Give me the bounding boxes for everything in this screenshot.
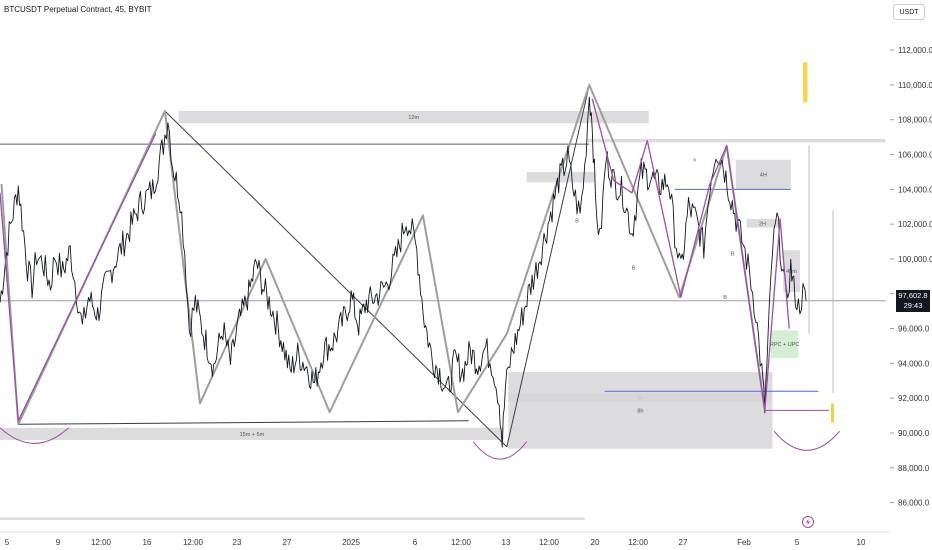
y-tick-label: 112,000.0 <box>898 46 932 55</box>
zone-rect <box>0 427 504 440</box>
zone-label: 12m <box>408 115 419 121</box>
y-tick-label: 104,000.0 <box>898 185 932 194</box>
y-tick-label: 110,000.0 <box>898 81 932 90</box>
y-tick-label: 94,000.0 <box>898 359 930 368</box>
x-tick-label: 2025 <box>342 538 360 547</box>
y-tick-label: 106,000.0 <box>898 151 932 160</box>
x-tick-label: Feb <box>737 538 751 547</box>
zone-rect <box>587 138 886 143</box>
x-tick-label: 23 <box>233 538 242 547</box>
price-layer <box>0 96 807 448</box>
y-tick-label: 108,000.0 <box>898 116 932 125</box>
zigzag-line <box>0 83 766 426</box>
horizontal-lines-layer <box>0 143 886 423</box>
zone-label: 8h <box>637 408 643 414</box>
zone-label: 15m + 5m <box>240 432 265 438</box>
yellow-marker <box>831 403 834 423</box>
x-tick-label: 12:00 <box>628 538 649 547</box>
x-tick-label: 20 <box>591 538 600 547</box>
last-price-value: 97,602.8 <box>898 291 928 300</box>
highlight-rect <box>770 330 799 359</box>
axes-layer: 86,000.0 88,000.0 90,000.0 92,000.0 94,000.0… <box>0 46 932 547</box>
x-tick-label: 12:00 <box>451 538 472 547</box>
wedge-lines-layer <box>17 84 590 448</box>
x-tick-label: 5 <box>5 538 10 547</box>
y-tick-label: 88,000.0 <box>898 464 930 473</box>
zone-rect <box>746 218 779 228</box>
marker-label: B <box>575 219 579 225</box>
arc-curve <box>0 427 70 444</box>
zone-rect <box>0 517 585 520</box>
x-tick-label: 9 <box>56 538 61 547</box>
y-tick-label: 92,000.0 <box>898 394 930 403</box>
chart-title: BTCUSDT Perpetual Contract, 45, BYBIT <box>4 5 152 14</box>
marker-label: B <box>723 295 727 301</box>
price-line <box>0 96 807 448</box>
x-tick-label: 13 <box>502 538 511 547</box>
wedge-line <box>18 420 469 425</box>
x-tick-label: 10 <box>857 538 866 547</box>
x-tick-label: 12:00 <box>183 538 204 547</box>
x-tick-label: 27 <box>679 538 688 547</box>
zone-label: 4H <box>760 173 767 179</box>
purple-lines-layer <box>0 98 790 422</box>
marker-label: x <box>693 158 696 164</box>
y-tick-label: 90,000.0 <box>898 429 930 438</box>
zigzag-layer <box>0 83 766 426</box>
arcs-layer <box>0 427 841 460</box>
y-tick-label: 96,000.0 <box>898 325 930 334</box>
currency-unit-button[interactable]: USDT <box>893 4 925 20</box>
countdown-timer: 29:43 <box>903 301 923 310</box>
markers-layer: B B B Bx <box>575 158 735 301</box>
highlight-label: RPC + UPC <box>770 342 800 348</box>
arc-curve <box>773 430 841 451</box>
x-tick-label: 27 <box>283 538 292 547</box>
marker-label: B <box>632 266 636 272</box>
y-tick-label: 100,000.0 <box>898 255 932 264</box>
wedge-line <box>506 84 590 448</box>
purple-trend-line <box>591 98 790 412</box>
zone-label: 2H <box>759 221 766 227</box>
last-price-badge: 97,602.8 29:43 <box>896 290 930 312</box>
x-tick-label: 5 <box>795 538 800 547</box>
lightning-icon[interactable] <box>802 516 814 528</box>
x-tick-label: 12:00 <box>539 538 560 547</box>
y-tick-label: 102,000.0 <box>898 220 932 229</box>
x-tick-label: 6 <box>413 538 418 547</box>
highlight-rect <box>802 62 808 103</box>
purple-trend-line <box>0 133 157 422</box>
x-tick-label: 12:00 <box>91 538 112 547</box>
zone-rect <box>735 159 791 190</box>
arc-curve <box>472 441 528 460</box>
zone-rect <box>526 171 596 183</box>
zone-rect <box>508 372 773 449</box>
zone-rect <box>178 111 649 124</box>
x-tick-label: 16 <box>143 538 152 547</box>
marker-label: B <box>731 252 735 258</box>
y-tick-label: 86,000.0 <box>898 499 930 508</box>
